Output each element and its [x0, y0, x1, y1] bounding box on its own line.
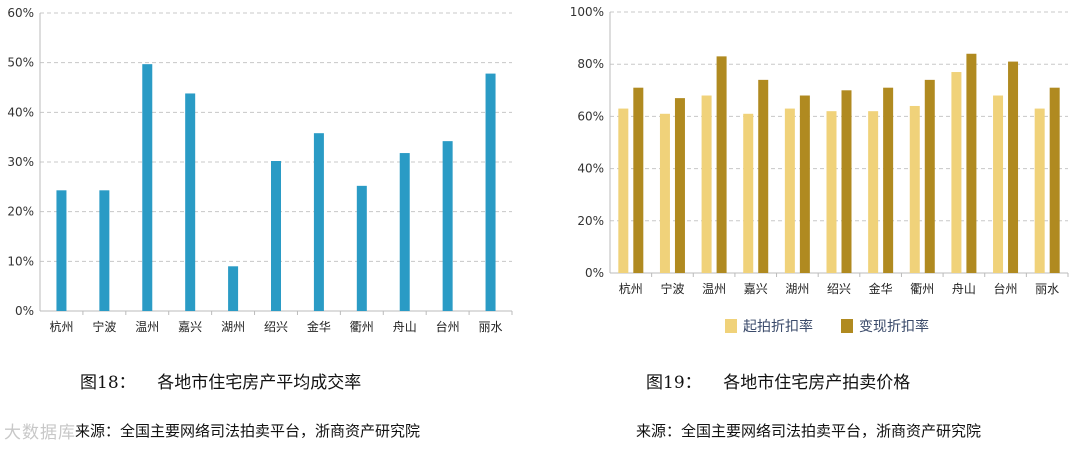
- bar: [185, 93, 196, 312]
- x-category-label: 湖州: [221, 319, 245, 334]
- bar: [442, 141, 453, 311]
- x-category-label: 丽水: [1035, 282, 1059, 296]
- x-category-label: 杭州: [619, 281, 643, 296]
- chart-auction-price-discount: 0% 20% 40% 60% 80% 100% 杭州 宁波 温州 嘉兴 湖州 绍兴 金华 衢州 舟山 台州 丽水…: [570, 5, 1069, 335]
- bar: [56, 190, 67, 311]
- bar: [743, 113, 754, 273]
- legend-swatch: [725, 319, 737, 333]
- bar: [826, 111, 837, 274]
- bar: [1008, 61, 1019, 274]
- y-tick-label: 100%: [570, 5, 604, 19]
- figure-source-right: 来源：全国主要网络司法拍卖平台，浙商资产研究院: [636, 422, 982, 440]
- figure-title-left: 图18： 各地市住宅房产平均成交率: [80, 373, 362, 393]
- bar: [716, 56, 727, 274]
- figure-source-left: 来源：全国主要网络司法拍卖平台，浙商资产研究院: [75, 422, 421, 440]
- bar: [228, 266, 239, 311]
- y-tick-label: 60%: [577, 109, 604, 123]
- bar: [909, 105, 920, 274]
- bar: [993, 95, 1004, 274]
- y-tick-label: 60%: [7, 6, 34, 20]
- bar: [618, 108, 629, 273]
- bar: [868, 111, 879, 274]
- x-category-label: 衢州: [350, 320, 374, 334]
- x-category-label: 温州: [135, 320, 159, 334]
- legend-label: 变现折扣率: [859, 318, 929, 335]
- x-category-label: 嘉兴: [178, 320, 202, 334]
- y-tick-label: 80%: [577, 57, 604, 71]
- bar: [659, 113, 670, 273]
- x-category-label: 温州: [702, 282, 726, 296]
- x-category-label: 舟山: [393, 320, 417, 334]
- y-tick-label: 50%: [7, 56, 34, 70]
- bar: [841, 90, 852, 273]
- legend-swatch: [841, 319, 853, 333]
- x-category-label: 宁波: [660, 281, 684, 296]
- bar: [142, 64, 153, 311]
- chart-panel-right: 0% 20% 40% 60% 80% 100% 杭州 宁波 温州 嘉兴 湖州 绍兴 金华 衢州 舟山 台州 丽水…: [540, 0, 1080, 456]
- x-category-label: 丽水: [479, 320, 503, 334]
- y-tick-label: 20%: [577, 214, 604, 228]
- x-category-label: 金华: [869, 281, 893, 296]
- y-tick-label: 0%: [15, 304, 34, 318]
- x-category-label: 宁波: [92, 319, 116, 334]
- y-tick-label: 40%: [577, 162, 604, 176]
- bar: [485, 73, 496, 312]
- bar: [799, 95, 810, 274]
- bar: [883, 87, 894, 273]
- bar: [633, 87, 644, 273]
- bar: [1049, 87, 1060, 273]
- bar: [313, 133, 324, 311]
- x-category-label: 杭州: [49, 319, 73, 334]
- bar: [1034, 108, 1045, 273]
- figure-title-right: 图19： 各地市住宅房产拍卖价格: [646, 373, 911, 393]
- x-category-label: 绍兴: [264, 320, 288, 334]
- y-tick-label: 10%: [7, 254, 34, 268]
- bar: [758, 79, 769, 273]
- x-category-label: 台州: [436, 319, 460, 334]
- x-category-label: 台州: [994, 281, 1018, 296]
- chart-average-transaction-rate: 0% 10% 20% 30% 40% 50% 60% 杭州 宁波 温州 嘉兴 湖州 绍兴 金华 衢州 舟山 台州…: [7, 6, 513, 334]
- bar: [966, 53, 977, 274]
- x-category-label: 金华: [307, 319, 331, 334]
- bar: [951, 72, 962, 273]
- legend-label: 起拍折扣率: [743, 318, 813, 335]
- bar: [701, 95, 712, 274]
- chart-panel-left: 0% 10% 20% 30% 40% 50% 60% 杭州 宁波 温州 嘉兴 湖州 绍兴 金华 衢州 舟山 台州…: [7, 6, 513, 440]
- bar: [784, 108, 795, 273]
- y-tick-label: 40%: [7, 105, 34, 119]
- x-category-label: 绍兴: [827, 282, 851, 296]
- y-tick-label: 0%: [585, 266, 604, 280]
- x-category-label: 衢州: [910, 282, 934, 296]
- bar: [924, 79, 935, 273]
- bar: [271, 161, 281, 311]
- bar: [99, 190, 110, 311]
- x-category-label: 嘉兴: [744, 282, 768, 296]
- y-tick-label: 20%: [7, 205, 34, 219]
- x-category-label: 湖州: [785, 281, 809, 296]
- x-category-label: 舟山: [952, 282, 976, 296]
- bar: [356, 185, 367, 311]
- watermark-text: 大数据库: [4, 423, 76, 443]
- y-tick-label: 30%: [7, 155, 34, 169]
- bar: [674, 98, 685, 273]
- bar: [399, 153, 410, 311]
